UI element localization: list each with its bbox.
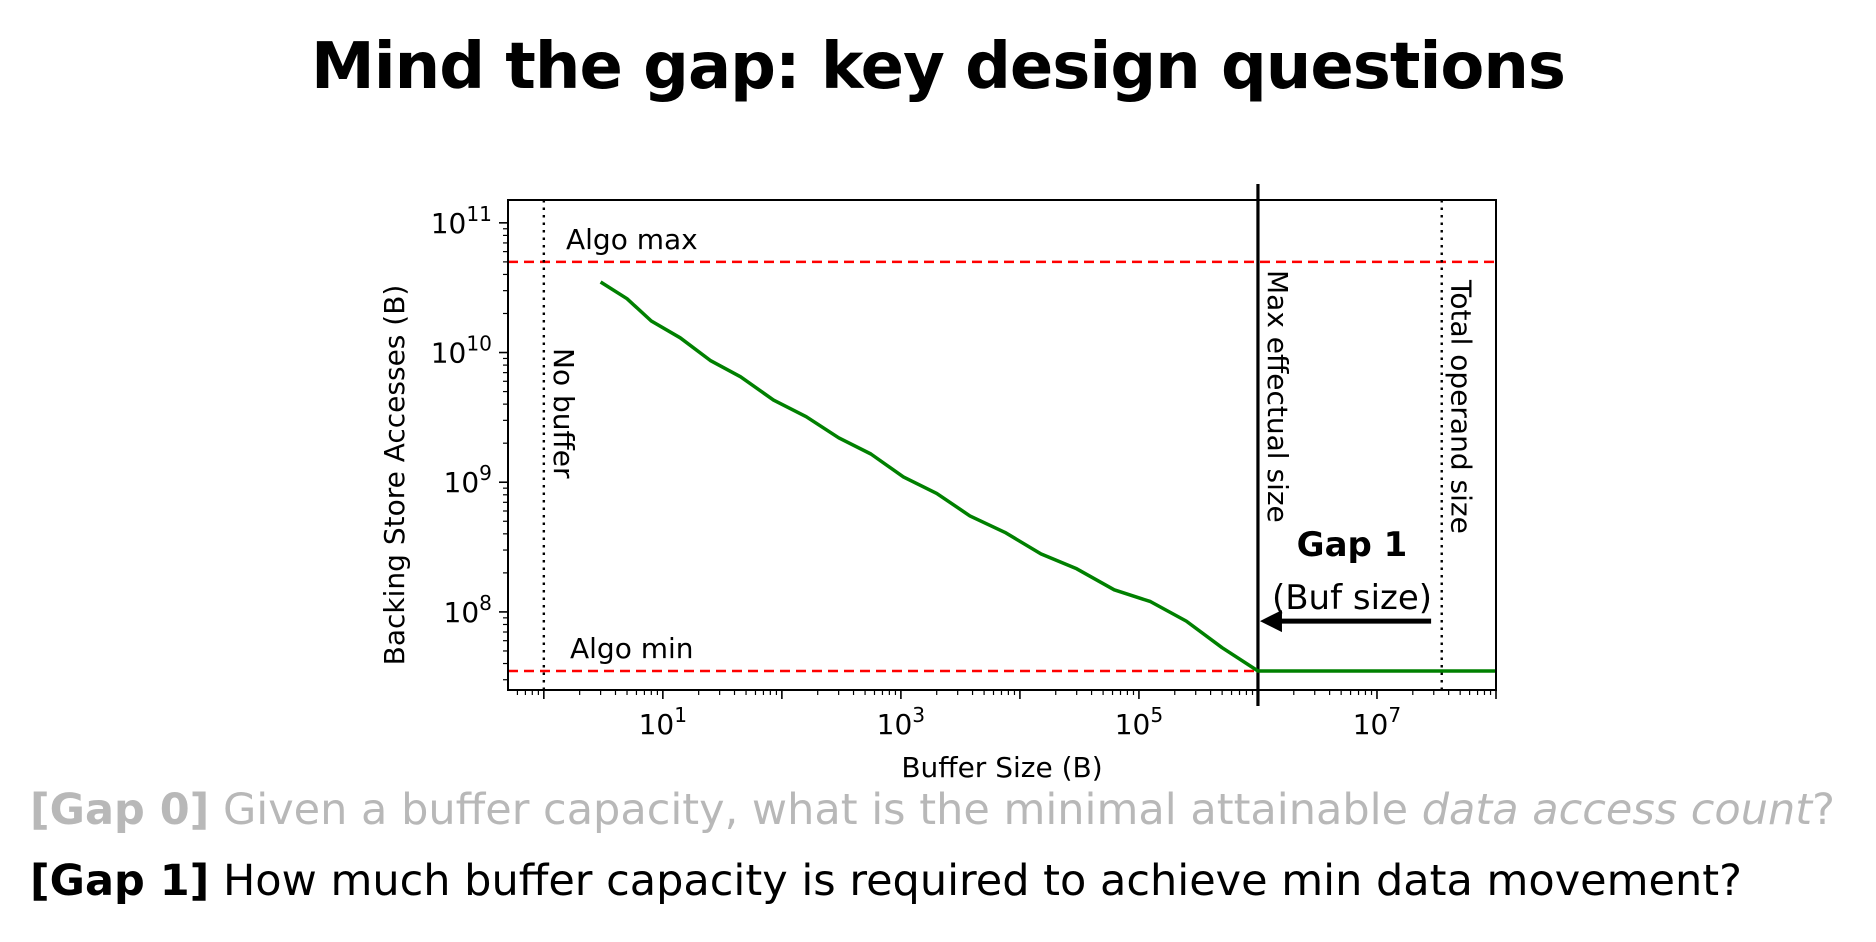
x-axis-label: Buffer Size (B) <box>901 751 1102 784</box>
y-axis-label: Backing Store Accesses (B) <box>378 285 411 666</box>
gap0-text-end: ? <box>1812 785 1835 835</box>
gap0-question: [Gap 0] Given a buffer capacity, what is… <box>30 785 1835 835</box>
y-tick-label: 108 <box>444 591 492 629</box>
vline-label-max-effectual-size: Max effectual size <box>1261 270 1294 523</box>
gap1-text: How much buffer capacity is required to … <box>209 856 1742 906</box>
x-tick-label: 107 <box>1353 703 1401 741</box>
gap1-annotation-title: Gap 1 <box>1297 525 1408 565</box>
hline-label-algo-max: Algo max <box>566 223 698 256</box>
hline-label-algo-min: Algo min <box>570 632 694 665</box>
data-series-line-0 <box>599 280 1496 673</box>
slide-title: Mind the gap: key design questions <box>311 30 1566 104</box>
gap0-emphasis: data access count <box>1421 785 1813 835</box>
x-tick-label: 103 <box>877 703 925 741</box>
gap1-tag: [Gap 1] <box>30 856 210 906</box>
gap1-question: [Gap 1] How much buffer capacity is requ… <box>30 856 1742 906</box>
gap0-tag: [Gap 0] <box>30 785 210 835</box>
x-tick-label: 101 <box>639 703 687 741</box>
gap-arrow-head <box>1259 610 1282 633</box>
x-tick-label: 105 <box>1115 703 1163 741</box>
gap0-text: Given a buffer capacity, what is the min… <box>209 785 1422 835</box>
y-tick-label: 109 <box>444 461 492 499</box>
plot-frame <box>507 199 1497 691</box>
gap1-annotation-subtitle: (Buf size) <box>1272 578 1432 618</box>
access-count-chart: 101 103 105 107 108 109 1010 1011 Buffer Size (B… <box>378 184 1497 784</box>
y-tick-label: 1011 <box>431 202 492 240</box>
vline-label-no-buffer: No buffer <box>547 348 580 479</box>
y-tick-label: 1010 <box>431 332 492 370</box>
vline-label-total-operand-size: Total operand size <box>1445 279 1478 534</box>
